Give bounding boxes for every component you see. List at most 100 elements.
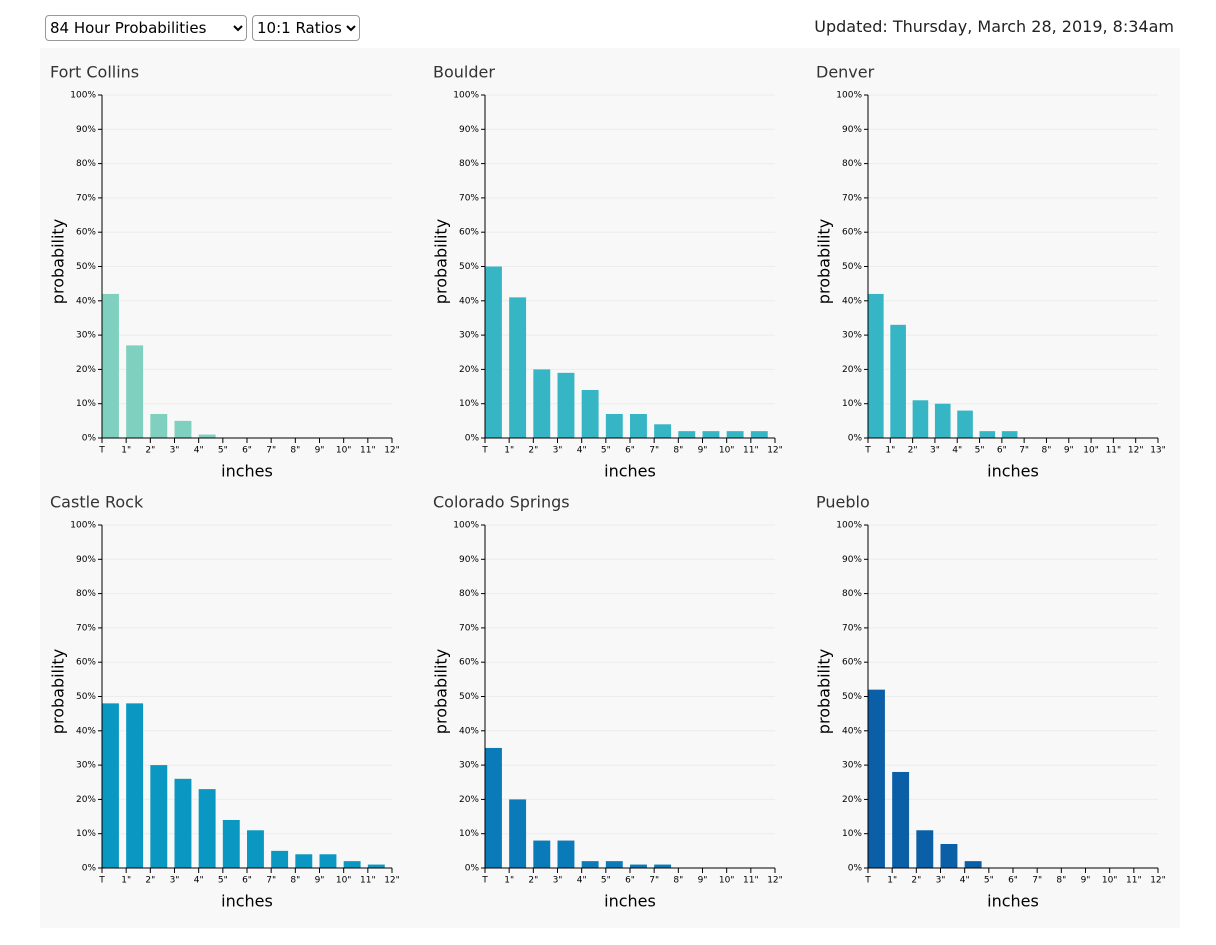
x-tick-label: 2" — [145, 446, 155, 456]
bar — [934, 403, 951, 438]
x-tick-label: 2" — [145, 876, 155, 886]
x-tick-label: T — [864, 876, 871, 886]
y-tick-label: 50% — [842, 262, 862, 272]
x-tick-label: 5" — [218, 876, 228, 886]
bar — [174, 778, 192, 868]
x-tick-label: 2" — [528, 876, 538, 886]
y-tick-label: 10% — [842, 829, 862, 839]
bar — [102, 293, 119, 438]
x-tick-label: 12" — [1128, 446, 1144, 456]
chart-title: Pueblo — [816, 493, 870, 512]
y-tick-label: 100% — [70, 91, 96, 101]
y-tick-label: 10% — [459, 399, 479, 409]
y-tick-label: 40% — [459, 296, 479, 306]
y-tick-label: 80% — [76, 589, 96, 599]
x-tick-label: 11" — [360, 446, 376, 456]
bar — [581, 861, 599, 868]
y-tick-label: 100% — [836, 91, 862, 101]
x-tick-label: T — [98, 446, 105, 456]
bar — [198, 434, 216, 438]
x-tick-label: 6" — [242, 876, 252, 886]
y-tick-label: 90% — [459, 125, 479, 135]
x-tick-label: 6" — [242, 446, 252, 456]
chart-title: Colorado Springs — [433, 493, 570, 512]
y-tick-label: 20% — [459, 365, 479, 375]
bar — [868, 293, 884, 438]
x-tick-label: 4" — [960, 876, 970, 886]
x-tick-label: 9" — [315, 446, 325, 456]
y-tick-label: 0% — [465, 864, 480, 874]
y-tick-label: 30% — [459, 331, 479, 341]
x-tick-label: 7" — [649, 876, 659, 886]
x-tick-label: 1" — [504, 446, 514, 456]
x-tick-label: 2" — [528, 446, 538, 456]
x-tick-label: 7" — [266, 876, 276, 886]
y-tick-label: 50% — [842, 692, 862, 702]
y-tick-label: 20% — [459, 795, 479, 805]
x-tick-label: 8" — [1056, 876, 1066, 886]
y-tick-label: 90% — [842, 555, 862, 565]
x-tick-label: 12" — [767, 446, 783, 456]
x-axis-label: inches — [604, 892, 656, 911]
bar — [605, 413, 623, 438]
bar — [533, 840, 551, 868]
x-tick-label: 9" — [1081, 876, 1091, 886]
x-tick-label: 6" — [1008, 876, 1018, 886]
y-tick-label: 50% — [459, 262, 479, 272]
y-tick-label: 10% — [76, 829, 96, 839]
y-tick-label: 70% — [459, 193, 479, 203]
x-tick-label: 10" — [719, 876, 735, 886]
y-tick-label: 60% — [842, 228, 862, 238]
bar — [654, 424, 672, 438]
x-tick-label: 10" — [1102, 876, 1118, 886]
y-tick-label: 90% — [459, 555, 479, 565]
bar — [343, 861, 361, 868]
x-tick-label: 2" — [908, 446, 918, 456]
x-tick-label: 13" — [1150, 446, 1166, 456]
x-tick-label: 5" — [218, 446, 228, 456]
x-tick-label: 9" — [698, 446, 708, 456]
bar — [367, 864, 385, 868]
period-select[interactable]: 84 Hour Probabilities — [45, 15, 247, 41]
x-tick-label: 7" — [1019, 446, 1029, 456]
bar — [295, 854, 313, 868]
y-tick-label: 70% — [459, 623, 479, 633]
chart-title: Denver — [816, 63, 875, 82]
x-tick-label: 8" — [290, 446, 300, 456]
y-tick-label: 0% — [848, 864, 863, 874]
bar — [964, 861, 982, 868]
bar — [916, 830, 934, 868]
y-tick-label: 40% — [842, 296, 862, 306]
x-tick-label: 6" — [625, 446, 635, 456]
ratio-select[interactable]: 10:1 Ratios — [252, 15, 360, 41]
x-tick-label: 11" — [360, 876, 376, 886]
x-tick-label: 1" — [887, 876, 897, 886]
x-tick-label: 3" — [553, 446, 563, 456]
y-tick-label: 20% — [842, 365, 862, 375]
y-tick-label: 70% — [76, 623, 96, 633]
y-tick-label: 40% — [76, 296, 96, 306]
y-tick-label: 40% — [842, 726, 862, 736]
bar — [222, 819, 240, 868]
bar — [485, 747, 502, 868]
bar — [654, 864, 672, 868]
x-tick-label: 5" — [601, 446, 611, 456]
x-tick-label: 3" — [170, 446, 180, 456]
y-tick-label: 50% — [76, 262, 96, 272]
x-tick-label: 10" — [1083, 446, 1099, 456]
x-tick-label: 5" — [601, 876, 611, 886]
x-tick-label: 8" — [290, 876, 300, 886]
x-axis-label: inches — [987, 892, 1039, 911]
bar — [150, 413, 168, 438]
x-tick-label: 4" — [577, 446, 587, 456]
bar — [892, 771, 910, 868]
y-tick-label: 60% — [76, 658, 96, 668]
y-tick-label: 10% — [459, 829, 479, 839]
bar — [198, 789, 216, 868]
x-tick-label: 12" — [1150, 876, 1166, 886]
y-tick-label: 90% — [76, 125, 96, 135]
y-axis-label: probability — [815, 219, 834, 304]
y-tick-label: 10% — [842, 399, 862, 409]
chart-title: Castle Rock — [50, 493, 144, 512]
